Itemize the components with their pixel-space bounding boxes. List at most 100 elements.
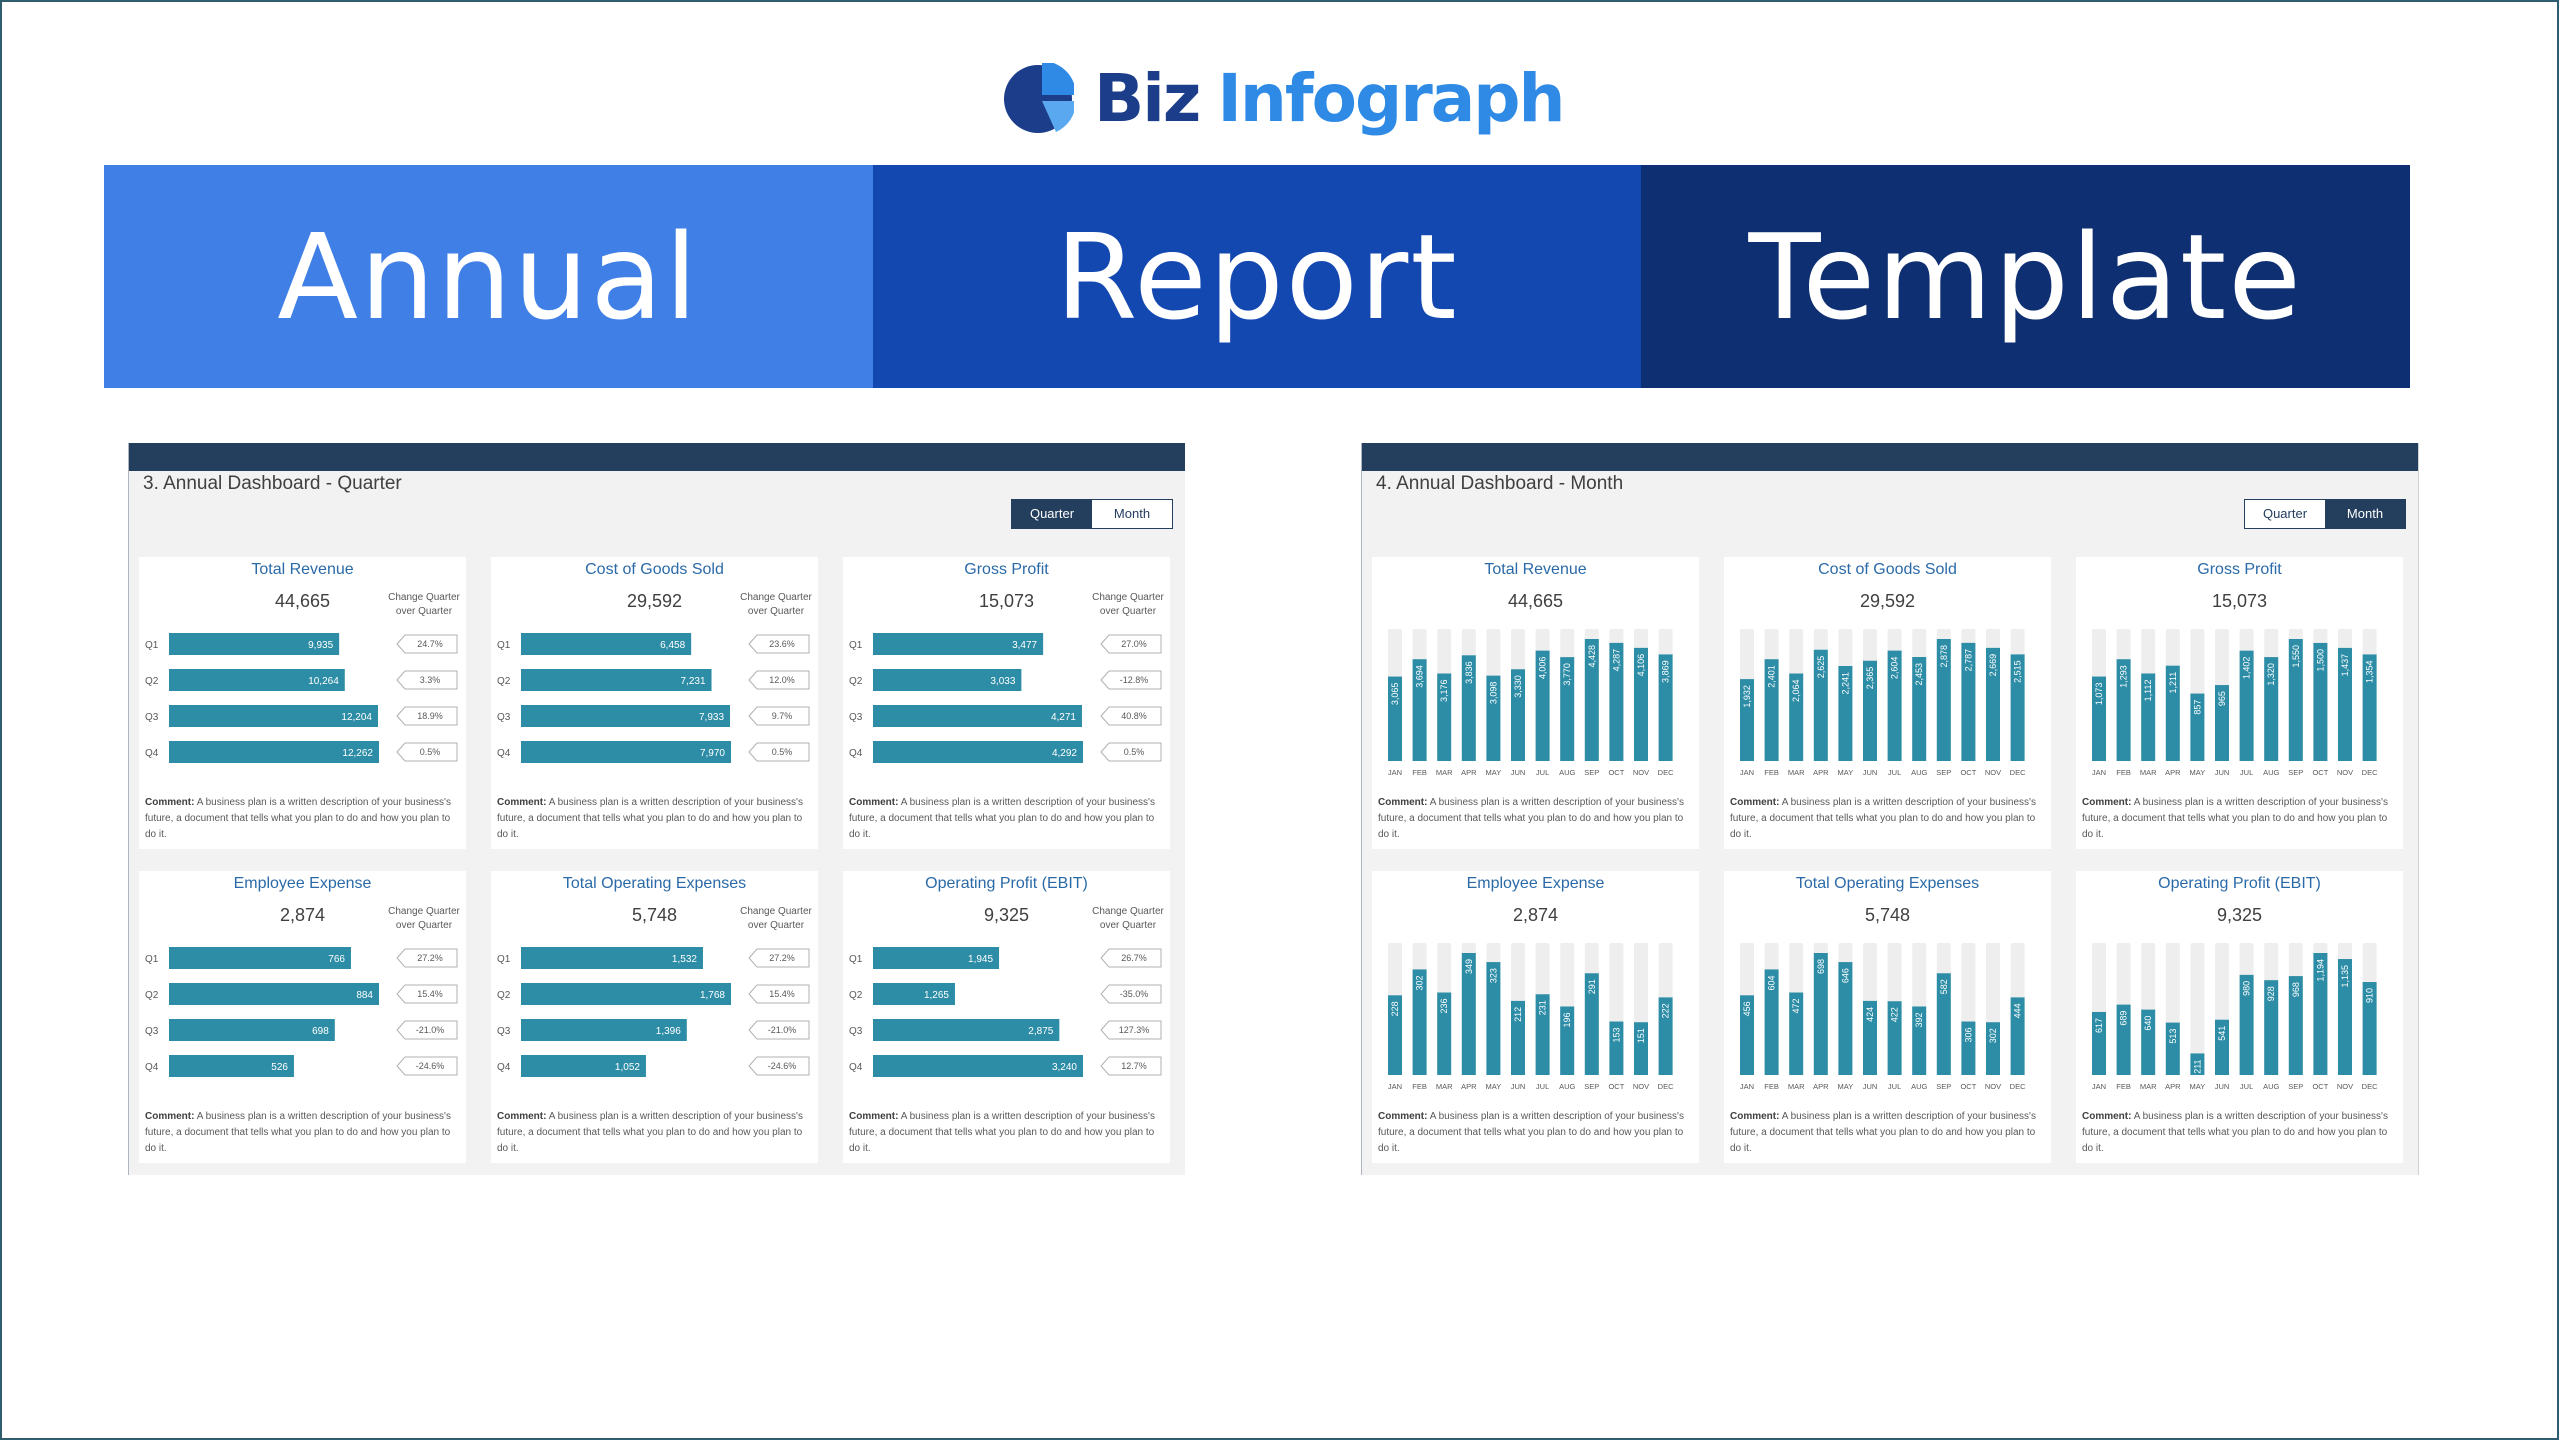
month-tick-label: SEP (2288, 1082, 2303, 1091)
month-bar (1560, 657, 1575, 761)
change-tag-icon (396, 634, 458, 654)
toggle-month-button[interactable]: Month (1092, 500, 1172, 528)
toggle-quarter-button[interactable]: Quarter (1012, 500, 1092, 528)
month-bar (1412, 969, 1427, 1075)
quarter-tick-label: Q1 (497, 954, 511, 965)
bar-value-label: 1,550 (2291, 645, 2301, 668)
bar-value-label: 3,240 (1052, 1062, 1077, 1073)
month-tick-label: MAR (1788, 768, 1805, 777)
bar-value-label: 3,098 (1488, 682, 1498, 705)
toggle-quarter-button[interactable]: Quarter (2245, 500, 2325, 528)
quarter-tick-label: Q1 (849, 954, 863, 965)
kpi-card: Employee Expense 2,874 Comment: A business… (1372, 871, 1699, 1163)
bar-value-label: 323 (1488, 968, 1498, 983)
change-value-label: -21.0% (768, 1025, 797, 1035)
month-tick-label: JUL (1888, 768, 1901, 777)
month-tick-label: FEB (2116, 1082, 2131, 1091)
toggle-month-button[interactable]: Month (2325, 500, 2405, 528)
comment-label: Comment: (145, 1111, 195, 1122)
kpi-comment: Comment: A business plan is a written de… (497, 1109, 812, 1157)
change-value-label: -24.6% (768, 1061, 797, 1071)
kpi-card-title: Total Revenue (1484, 561, 1587, 578)
month-tick-label: APR (1461, 1082, 1477, 1091)
month-tick-label: JUL (2240, 1082, 2253, 1091)
quarter-bar (521, 947, 703, 969)
change-value-label: 26.7% (1121, 953, 1147, 963)
month-bar (1609, 642, 1624, 761)
month-bar (2338, 647, 2352, 761)
change-quarter-label: Change Quarter over Quarter (388, 592, 460, 617)
kpi-card-total: 44,665 (274, 591, 331, 611)
quarter-tick-label: Q2 (497, 990, 511, 1001)
bar-value-label: 4,271 (1051, 712, 1076, 723)
quarter-tick-label: Q2 (849, 990, 863, 1001)
kpi-card-total: 2,874 (1512, 905, 1559, 925)
month-tick-label: APR (1813, 1082, 1829, 1091)
brand-name-part1: Biz (1094, 60, 1201, 137)
kpi-card-total: 15,073 (2211, 591, 2268, 611)
bar-value-label: 4,287 (1611, 649, 1621, 672)
bar-value-label: 928 (2266, 986, 2276, 1001)
month-bar (1609, 1021, 1624, 1075)
quarter-bar (169, 1019, 335, 1041)
month-bar (1584, 973, 1599, 1075)
change-quarter-label: Change Quarter over Quarter (388, 906, 460, 931)
change-tag-icon (396, 948, 458, 968)
bar-value-label: 698 (312, 1026, 329, 1037)
kpi-card-total: 9,325 (2216, 905, 2263, 925)
month-tick-label: OCT (1960, 768, 1976, 777)
month-bar (2338, 959, 2352, 1075)
month-bar (1437, 673, 1452, 761)
quarter-bar-chart: Q1 766 27.2% Q2 884 15.4% Q3 698 -21.0% Q4 526 -24.… (145, 947, 458, 1077)
month-bar (2313, 953, 2328, 1075)
month-tick-label: FEB (1412, 768, 1427, 777)
comment-label: Comment: (849, 1111, 899, 1122)
month-bar (1986, 647, 2000, 761)
bar-value-label: 1,112 (2143, 679, 2153, 701)
bar-value-label: 1,073 (2094, 683, 2104, 706)
bar-value-label: 2,604 (1890, 657, 1900, 680)
kpi-card: Cost of Goods Sold 29,592 Comment: A busin… (1724, 557, 2051, 849)
quarter-bar (169, 741, 379, 763)
bar-value-label: 513 (2168, 1029, 2178, 1044)
quarter-bar (169, 669, 345, 691)
comment-text: A business plan is a written description… (849, 1111, 1155, 1154)
kpi-card-title: Employee Expense (1466, 875, 1605, 892)
bar-value-label: 1,402 (2242, 657, 2252, 680)
comment-text: A business plan is a written description… (849, 797, 1155, 840)
kpi-card-total: 15,073 (978, 591, 1035, 611)
month-tick-label: APR (2165, 768, 2181, 777)
month-tick-label: MAR (1436, 768, 1453, 777)
month-tick-label: DEC (1658, 1082, 1674, 1091)
bar-value-label: 1,194 (2315, 959, 2325, 982)
quarter-tick-label: Q4 (849, 1062, 863, 1073)
quarter-bar (521, 705, 731, 727)
month-tick-label: AUG (2263, 1082, 2279, 1091)
month-bar (1388, 676, 1402, 761)
comment-text: A business plan is a written description… (497, 797, 803, 840)
bar-value-label: 541 (2217, 1026, 2227, 1041)
month-tick-label: SEP (1584, 1082, 1599, 1091)
comment-label: Comment: (1730, 797, 1780, 808)
bar-value-label: 3,770 (1562, 663, 1572, 686)
kpi-card-title: Operating Profit (EBIT) (925, 875, 1088, 892)
change-value-label: 127.3% (1119, 1025, 1150, 1035)
month-bar (1486, 675, 1501, 761)
month-bar (1961, 642, 1976, 761)
quarter-tick-label: Q3 (145, 1026, 159, 1037)
month-bar (1863, 1000, 1877, 1075)
change-tag-icon (748, 948, 810, 968)
panel-header-bar (129, 443, 1185, 471)
bar-value-label: 1,265 (924, 990, 949, 1001)
month-bar (1634, 647, 1648, 761)
quarter-tick-label: Q2 (145, 990, 159, 1001)
month-bar (1740, 679, 1754, 761)
bar-value-label: 910 (2365, 988, 2375, 1003)
comment-text: A business plan is a written description… (2082, 797, 2388, 840)
kpi-card-total: 29,592 (626, 591, 683, 611)
month-tick-label: FEB (2116, 768, 2131, 777)
comment-text: A business plan is a written description… (145, 1111, 451, 1154)
bar-value-label: 3,176 (1439, 679, 1449, 702)
month-tick-label: AUG (1911, 768, 1927, 777)
month-bar (1789, 673, 1804, 761)
